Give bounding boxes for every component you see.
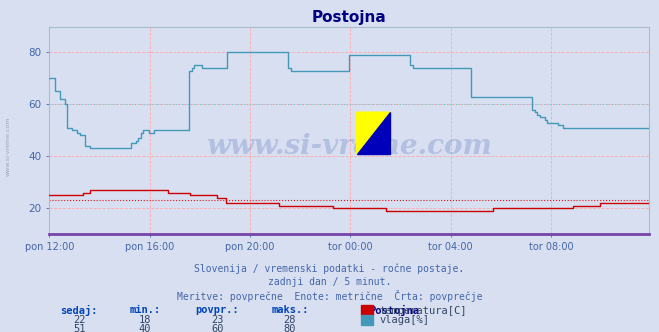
Text: Slovenija / vremenski podatki - ročne postaje.: Slovenija / vremenski podatki - ročne po… — [194, 264, 465, 275]
Polygon shape — [357, 112, 390, 154]
Text: 80: 80 — [284, 324, 296, 332]
Text: Meritve: povprečne  Enote: metrične  Črta: povprečje: Meritve: povprečne Enote: metrične Črta:… — [177, 290, 482, 302]
Text: 18: 18 — [139, 315, 151, 325]
Polygon shape — [357, 112, 390, 154]
Title: Postojna: Postojna — [312, 10, 387, 25]
Text: 51: 51 — [73, 324, 85, 332]
Text: www.si-vreme.com: www.si-vreme.com — [5, 116, 11, 176]
Text: 28: 28 — [284, 315, 296, 325]
Text: vlaga[%]: vlaga[%] — [380, 315, 430, 325]
Text: zadnji dan / 5 minut.: zadnji dan / 5 minut. — [268, 277, 391, 287]
Text: Postojna: Postojna — [369, 305, 419, 316]
Text: maks.:: maks.: — [272, 305, 308, 315]
Text: povpr.:: povpr.: — [196, 305, 239, 315]
Text: min.:: min.: — [129, 305, 161, 315]
Text: www.si-vreme.com: www.si-vreme.com — [206, 133, 492, 160]
Text: 22: 22 — [73, 315, 85, 325]
Text: sedaj:: sedaj: — [61, 305, 98, 316]
Text: 23: 23 — [212, 315, 223, 325]
Text: 60: 60 — [212, 324, 223, 332]
Text: 40: 40 — [139, 324, 151, 332]
Text: temperatura[C]: temperatura[C] — [380, 306, 467, 316]
